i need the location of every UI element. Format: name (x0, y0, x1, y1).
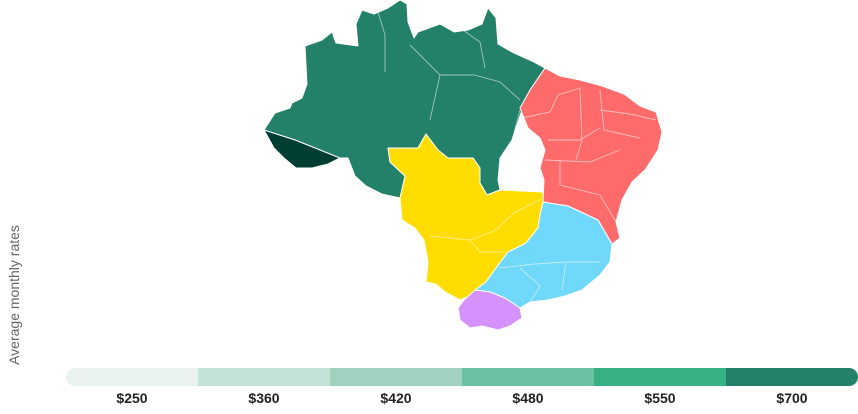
legend-label-4: $550 (644, 390, 676, 406)
legend-label-5: $700 (776, 390, 808, 406)
legend-swatch-3 (462, 368, 594, 386)
legend-label-0: $250 (116, 390, 148, 406)
legend-swatch-2 (330, 368, 462, 386)
color-legend: $250 $360 $420 $480 $550 $700 (66, 368, 858, 408)
legend-swatch-0 (66, 368, 198, 386)
legend-swatch-1 (198, 368, 330, 386)
legend-labels: $250 $360 $420 $480 $550 $700 (66, 390, 858, 406)
brazil-region-map: (function () { const d = JSON.parse(docu… (263, 0, 663, 331)
legend-label-3: $480 (512, 390, 544, 406)
region-acre[interactable] (263, 129, 341, 169)
legend-swatch-5 (726, 368, 858, 386)
region-northeast[interactable] (519, 67, 663, 245)
legend-label-1: $360 (248, 390, 280, 406)
legend-swatch-4 (594, 368, 726, 386)
region-south[interactable] (457, 289, 523, 331)
legend-color-bar (66, 368, 858, 386)
legend-label-2: $420 (380, 390, 412, 406)
